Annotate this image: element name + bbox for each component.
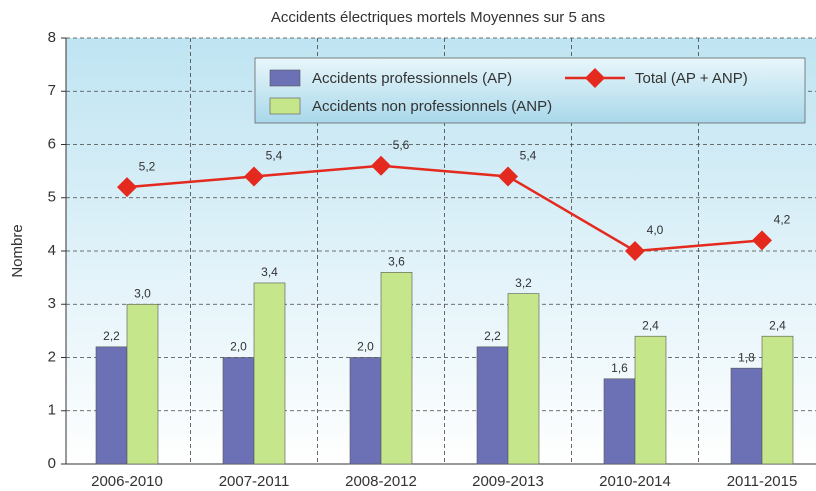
- marker: [244, 166, 264, 187]
- data-label: 1,8: [738, 350, 755, 364]
- legend-swatch: [269, 69, 301, 87]
- data-label: 2,4: [769, 318, 786, 332]
- bar: [634, 335, 667, 465]
- y-tick-label: 3: [48, 295, 56, 312]
- marker: [625, 241, 645, 261]
- data-label: 5,4: [520, 149, 537, 163]
- bar: [730, 367, 763, 465]
- bar: [380, 271, 413, 465]
- data-label: 5,4: [266, 149, 283, 163]
- bar: [761, 335, 794, 465]
- bar: [349, 357, 382, 465]
- bar: [253, 282, 286, 465]
- y-tick-label: 2: [48, 348, 56, 365]
- data-label: 2,2: [103, 329, 120, 343]
- data-label: 4,0: [647, 223, 664, 237]
- legend-swatch: [269, 97, 301, 115]
- y-tick-label: 8: [48, 29, 56, 46]
- data-label: 3,0: [134, 286, 151, 300]
- data-label: 5,6: [393, 138, 410, 152]
- x-tick-label: 2007-2011: [219, 473, 290, 490]
- data-label: 3,6: [388, 254, 405, 268]
- marker: [498, 166, 518, 187]
- data-label: 2,0: [357, 340, 374, 354]
- bar: [507, 293, 540, 465]
- y-axis-label: Nombre: [9, 224, 26, 277]
- line: [126, 164, 763, 253]
- bar: [222, 357, 255, 465]
- data-label: 1,6: [611, 361, 628, 375]
- marker: [117, 177, 137, 198]
- y-tick-label: 1: [48, 402, 56, 419]
- bar: [126, 303, 159, 465]
- marker: [371, 155, 391, 176]
- legend-label: Total (AP + ANP): [635, 70, 748, 87]
- x-tick-label: 2009-2013: [472, 473, 544, 490]
- y-tick-label: 6: [48, 135, 56, 152]
- y-tick-label: 7: [48, 82, 56, 99]
- bar: [603, 378, 636, 465]
- data-label: 2,0: [230, 340, 247, 354]
- data-label: 3,4: [261, 265, 278, 279]
- legend-label: Accidents professionnels (AP): [312, 70, 512, 87]
- x-tick-label: 2006-2010: [91, 473, 163, 490]
- x-tick-label: 2010-2014: [599, 473, 671, 490]
- y-tick-label: 5: [48, 189, 56, 206]
- data-label: 4,2: [774, 213, 791, 227]
- data-label: 2,2: [484, 329, 501, 343]
- legend-label: Accidents non professionnels (ANP): [312, 98, 552, 115]
- data-label: 5,2: [139, 159, 156, 173]
- x-tick-label: 2011-2015: [727, 473, 798, 490]
- x-tick-label: 2008-2012: [345, 473, 417, 490]
- bar: [95, 346, 128, 465]
- legend-box: [254, 57, 806, 124]
- data-label: 3,2: [515, 276, 532, 290]
- bar: [476, 346, 509, 465]
- data-label: 2,4: [642, 318, 659, 332]
- chart-title: Accidents électriques mortels Moyennes s…: [271, 9, 605, 26]
- marker: [752, 230, 772, 251]
- y-tick-label: 0: [48, 455, 56, 472]
- legend-marker: [585, 68, 605, 88]
- y-tick-label: 4: [48, 242, 56, 259]
